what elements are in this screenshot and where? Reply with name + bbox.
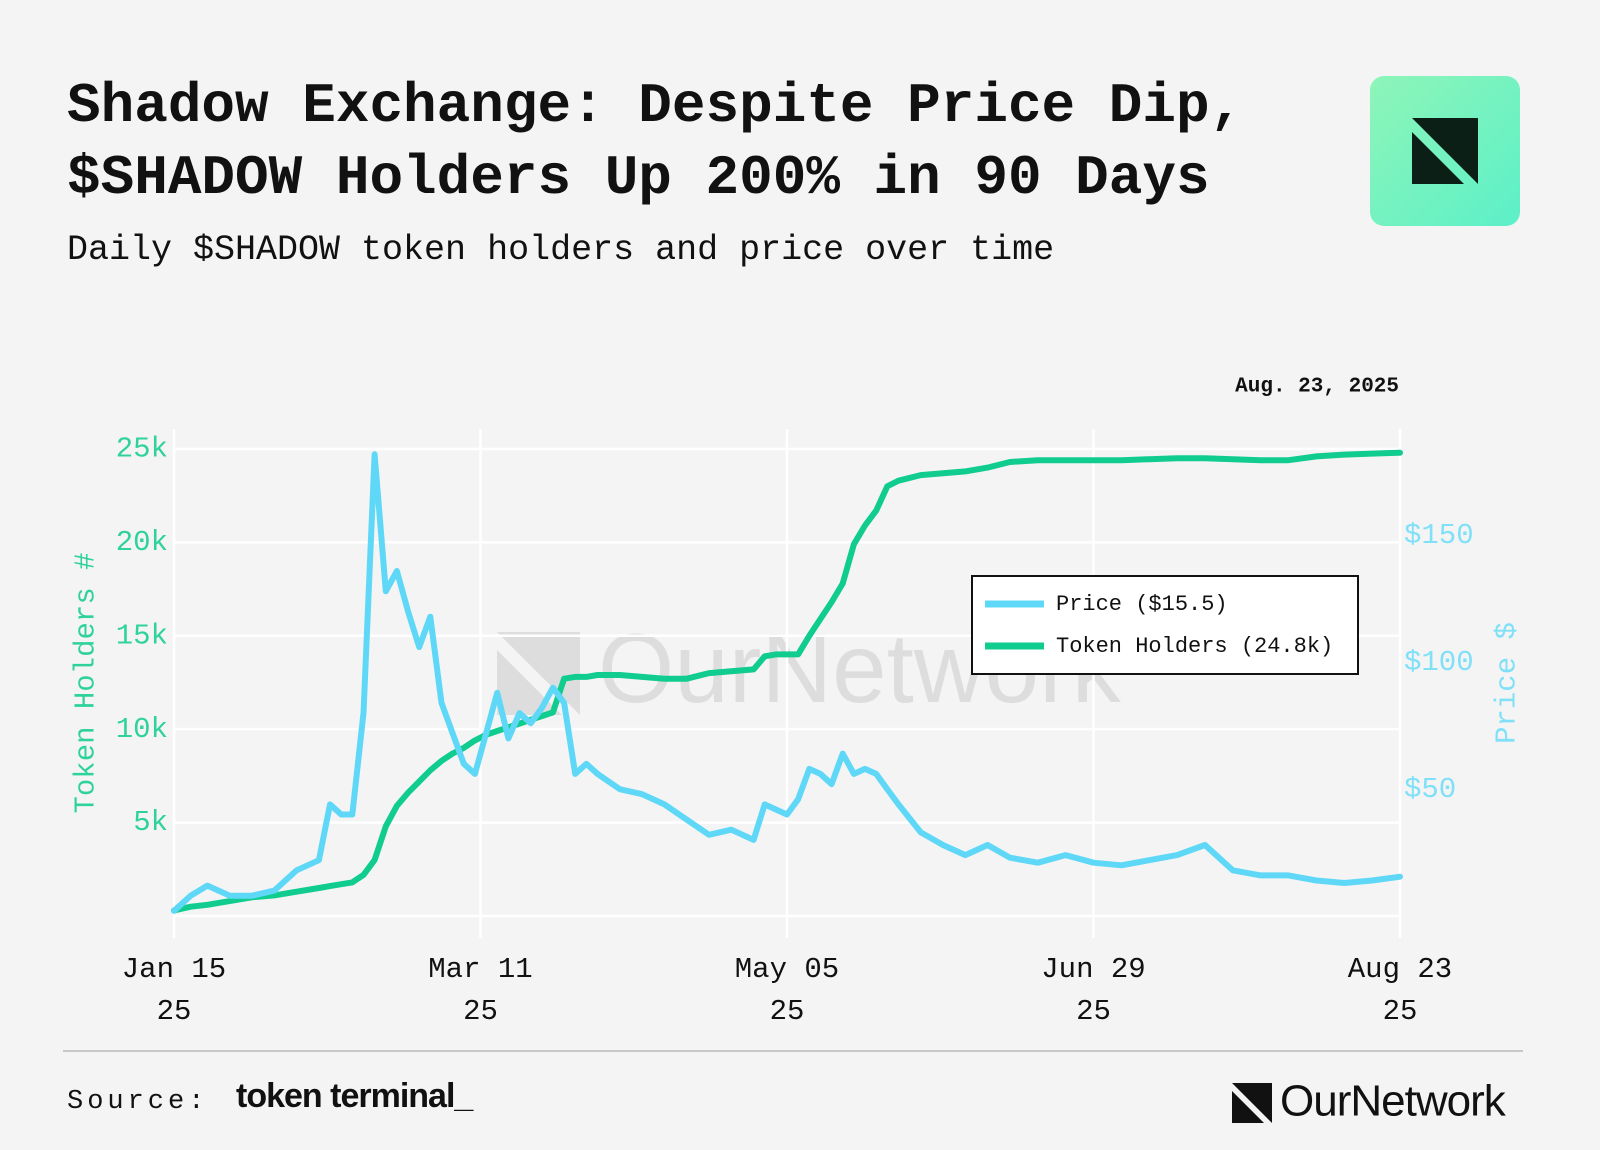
y2-axis-title: Price $ — [1491, 622, 1524, 744]
line-series — [171, 451, 1403, 914]
y-tick-label: 20k — [116, 526, 168, 559]
y-tick-label: 15k — [116, 619, 168, 652]
x-tick-label: May 05 25 — [735, 953, 839, 1028]
x-tick-label: Aug 23 25 — [1348, 953, 1452, 1028]
line-series — [171, 449, 1403, 914]
grid — [172, 429, 1402, 938]
y-axis-title: Token Holders # — [70, 552, 103, 813]
chart-subtitle: Daily $SHADOW token holders and price ov… — [67, 230, 1055, 270]
y-tick-label: 10k — [116, 713, 168, 746]
logo — [1370, 76, 1520, 226]
legend-label: Price ($15.5) — [1056, 592, 1228, 617]
y2-tick-label: $100 — [1404, 646, 1474, 679]
x-tick-label: Mar 11 25 — [428, 953, 532, 1028]
source-name: token terminal_ — [236, 1077, 474, 1115]
legend-box — [971, 575, 1359, 675]
y-tick-label: 5k — [133, 806, 168, 839]
annotation: Aug. 23, 2025 — [1235, 376, 1399, 399]
legend-label: Token Holders (24.8k) — [1056, 634, 1333, 659]
y2-tick-label: $50 — [1404, 773, 1456, 806]
brand-name: OurNetwork — [1280, 1077, 1507, 1126]
x-tick-label: Jan 15 25 — [122, 953, 226, 1028]
y2-tick-label: $150 — [1404, 519, 1474, 552]
source-label: Source: — [67, 1087, 208, 1117]
legend: Price ($15.5) Token Holders (24.8k) — [971, 575, 1359, 675]
chart-title: Shadow Exchange: Despite Price Dip, $SHA… — [67, 74, 1244, 210]
y-tick-label: 25k — [116, 433, 168, 466]
brand-logo: OurNetwork — [1232, 1077, 1508, 1126]
x-tick-label: Jun 29 25 — [1041, 953, 1145, 1028]
